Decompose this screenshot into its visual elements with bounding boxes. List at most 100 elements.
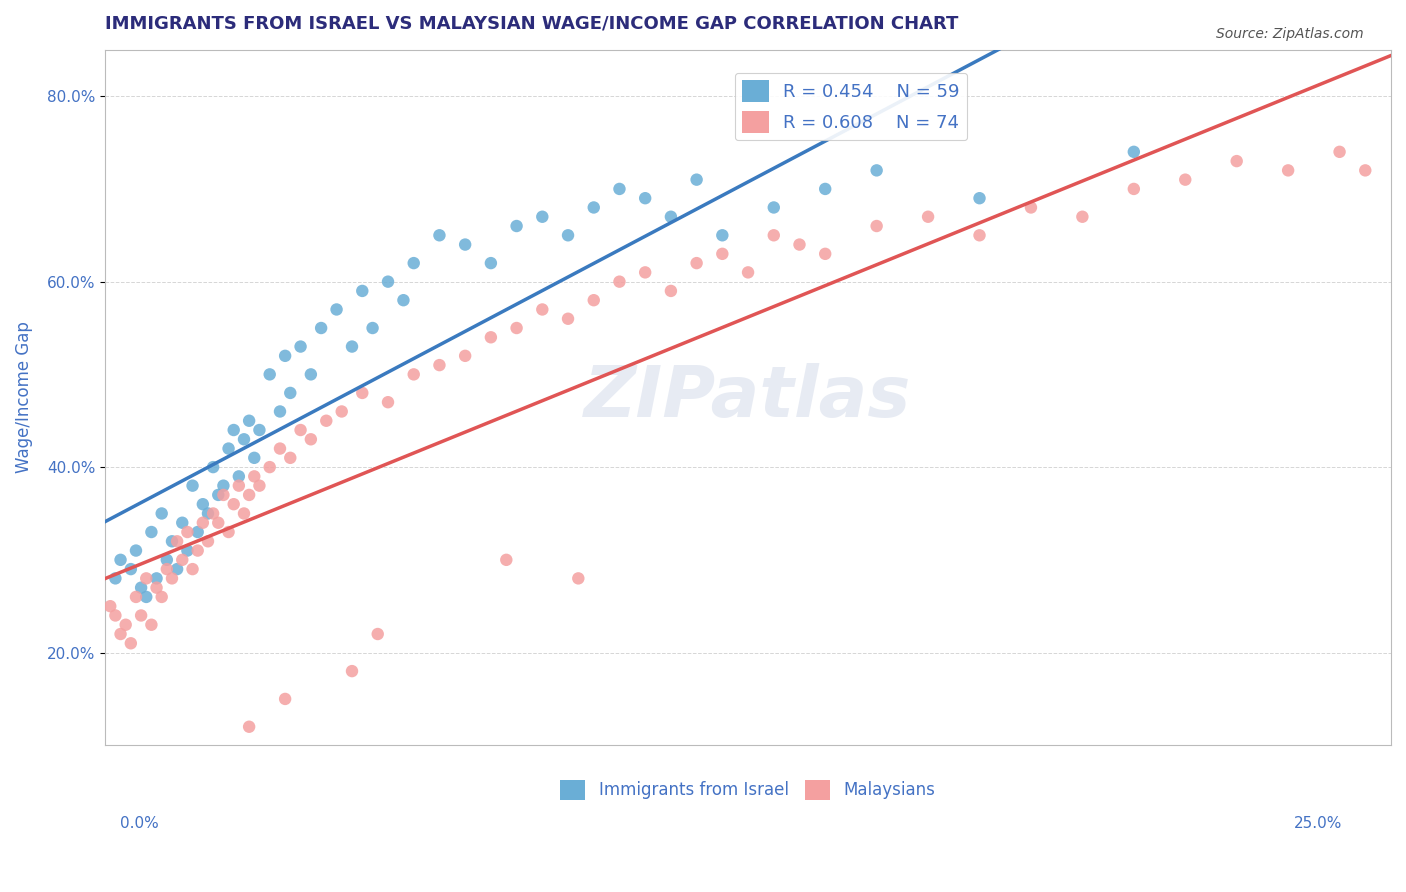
Point: [866, 219, 889, 233]
Point: [361, 321, 384, 335]
Point: [866, 163, 889, 178]
Point: [233, 507, 256, 521]
Point: [1122, 182, 1144, 196]
Point: [187, 524, 209, 539]
Point: [125, 543, 148, 558]
Point: [531, 210, 554, 224]
Point: [218, 524, 240, 539]
Text: 0.0%: 0.0%: [120, 816, 159, 831]
Point: [222, 423, 245, 437]
Point: [531, 302, 554, 317]
Point: [429, 228, 451, 243]
Point: [197, 534, 219, 549]
Point: [814, 182, 837, 196]
Point: [557, 228, 579, 243]
Point: [367, 627, 389, 641]
Point: [711, 247, 734, 261]
Point: [762, 201, 785, 215]
Point: [1329, 145, 1351, 159]
Point: [135, 571, 157, 585]
Point: [176, 543, 198, 558]
Point: [582, 293, 605, 308]
Point: [259, 460, 281, 475]
Point: [141, 524, 163, 539]
Point: [141, 617, 163, 632]
Point: [634, 191, 657, 205]
Point: [309, 321, 332, 335]
Point: [249, 478, 271, 492]
Point: [274, 692, 297, 706]
Point: [238, 414, 260, 428]
Point: [156, 562, 179, 576]
Point: [120, 562, 142, 576]
Point: [278, 450, 301, 465]
Point: [737, 265, 759, 279]
Point: [172, 553, 194, 567]
Point: [969, 228, 991, 243]
Point: [269, 404, 291, 418]
Point: [352, 385, 374, 400]
Point: [98, 599, 121, 614]
Point: [557, 311, 579, 326]
Point: [290, 423, 312, 437]
Point: [325, 302, 347, 317]
Point: [191, 516, 214, 530]
Point: [814, 247, 837, 261]
Point: [278, 385, 301, 400]
Point: [582, 201, 605, 215]
Point: [659, 210, 682, 224]
Point: [197, 507, 219, 521]
Point: [454, 349, 477, 363]
Point: [1019, 201, 1042, 215]
Point: [202, 507, 225, 521]
Legend: Immigrants from Israel, Malaysians: Immigrants from Israel, Malaysians: [554, 772, 942, 806]
Point: [120, 636, 142, 650]
Point: [377, 275, 399, 289]
Point: [259, 368, 281, 382]
Point: [330, 404, 353, 418]
Point: [290, 340, 312, 354]
Point: [156, 553, 179, 567]
Point: [135, 590, 157, 604]
Point: [609, 275, 631, 289]
Point: [218, 442, 240, 456]
Point: [392, 293, 415, 308]
Point: [150, 507, 173, 521]
Point: [315, 414, 337, 428]
Point: [567, 571, 589, 585]
Point: [917, 210, 939, 224]
Point: [181, 478, 204, 492]
Point: [340, 340, 363, 354]
Point: [222, 497, 245, 511]
Text: Source: ZipAtlas.com: Source: ZipAtlas.com: [1216, 27, 1364, 41]
Point: [1122, 145, 1144, 159]
Point: [166, 562, 188, 576]
Point: [402, 256, 425, 270]
Point: [191, 497, 214, 511]
Point: [505, 219, 527, 233]
Point: [1277, 163, 1299, 178]
Point: [187, 543, 209, 558]
Point: [114, 617, 136, 632]
Point: [1174, 172, 1197, 186]
Point: [1226, 154, 1249, 169]
Point: [495, 553, 517, 567]
Point: [299, 432, 322, 446]
Point: [150, 590, 173, 604]
Point: [274, 349, 297, 363]
Point: [233, 432, 256, 446]
Point: [377, 395, 399, 409]
Point: [125, 590, 148, 604]
Point: [238, 720, 260, 734]
Point: [269, 442, 291, 456]
Point: [145, 571, 167, 585]
Point: [969, 191, 991, 205]
Point: [110, 553, 132, 567]
Point: [429, 358, 451, 372]
Point: [454, 237, 477, 252]
Point: [402, 368, 425, 382]
Point: [1071, 210, 1094, 224]
Point: [104, 608, 127, 623]
Point: [243, 469, 266, 483]
Point: [207, 488, 229, 502]
